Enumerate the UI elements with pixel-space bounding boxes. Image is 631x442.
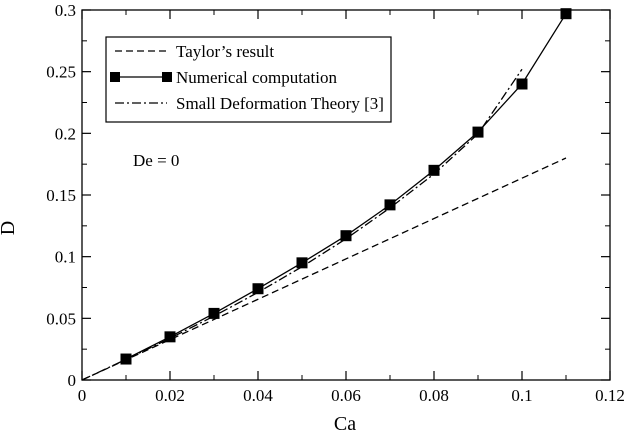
axes: 0 0.02 0.04 0.06 0.08 0.1 0.12 0 0.05 0.1 0.15 0.2 0…: [46, 1, 625, 405]
x-tick-label: 0.02: [155, 386, 185, 405]
annotation-text: De = 0: [133, 151, 179, 170]
legend-marker: [162, 72, 172, 82]
data-point-square: [120, 353, 132, 365]
y-tick-label: 0.25: [46, 63, 76, 82]
x-axis-title: Ca: [334, 413, 356, 435]
y-tick-label: 0.1: [55, 248, 76, 267]
series-line-2: [81, 68, 523, 381]
y-tick-label: 0.3: [55, 1, 76, 20]
data-point-square: [428, 164, 440, 176]
x-tick-label: 0.12: [595, 386, 625, 405]
x-tick-label: 0.04: [243, 386, 273, 405]
data-point-square: [472, 126, 484, 138]
y-tick-label: 0.05: [46, 309, 76, 328]
x-tick-label: 0: [78, 386, 87, 405]
legend-marker: [110, 72, 120, 82]
data-point-square: [516, 78, 528, 90]
data-point-square: [252, 283, 264, 295]
data-point-square: [340, 230, 352, 242]
data-point-square: [164, 331, 176, 343]
y-axis-title: D: [0, 221, 19, 235]
x-tick-label: 0.1: [511, 386, 532, 405]
y-tick-label: 0.15: [46, 186, 76, 205]
legend-box: [105, 36, 392, 123]
x-tick-label: 0.06: [331, 386, 361, 405]
data-point-square: [208, 307, 220, 319]
x-tick-label: 0.08: [419, 386, 449, 405]
data-point-square: [296, 257, 308, 269]
legend: Taylor’s result Numerical computation Smal…: [105, 36, 392, 123]
legend-label-0: Taylor’s result: [176, 42, 274, 61]
legend-label-2: Small Deformation Theory [3]: [176, 94, 384, 113]
series-line-0: [81, 157, 567, 381]
legend-label-1: Numerical computation: [176, 68, 337, 87]
data-point-square: [384, 199, 396, 211]
y-tick-label: 0.2: [55, 124, 76, 143]
y-tick-label: 0: [68, 371, 77, 390]
